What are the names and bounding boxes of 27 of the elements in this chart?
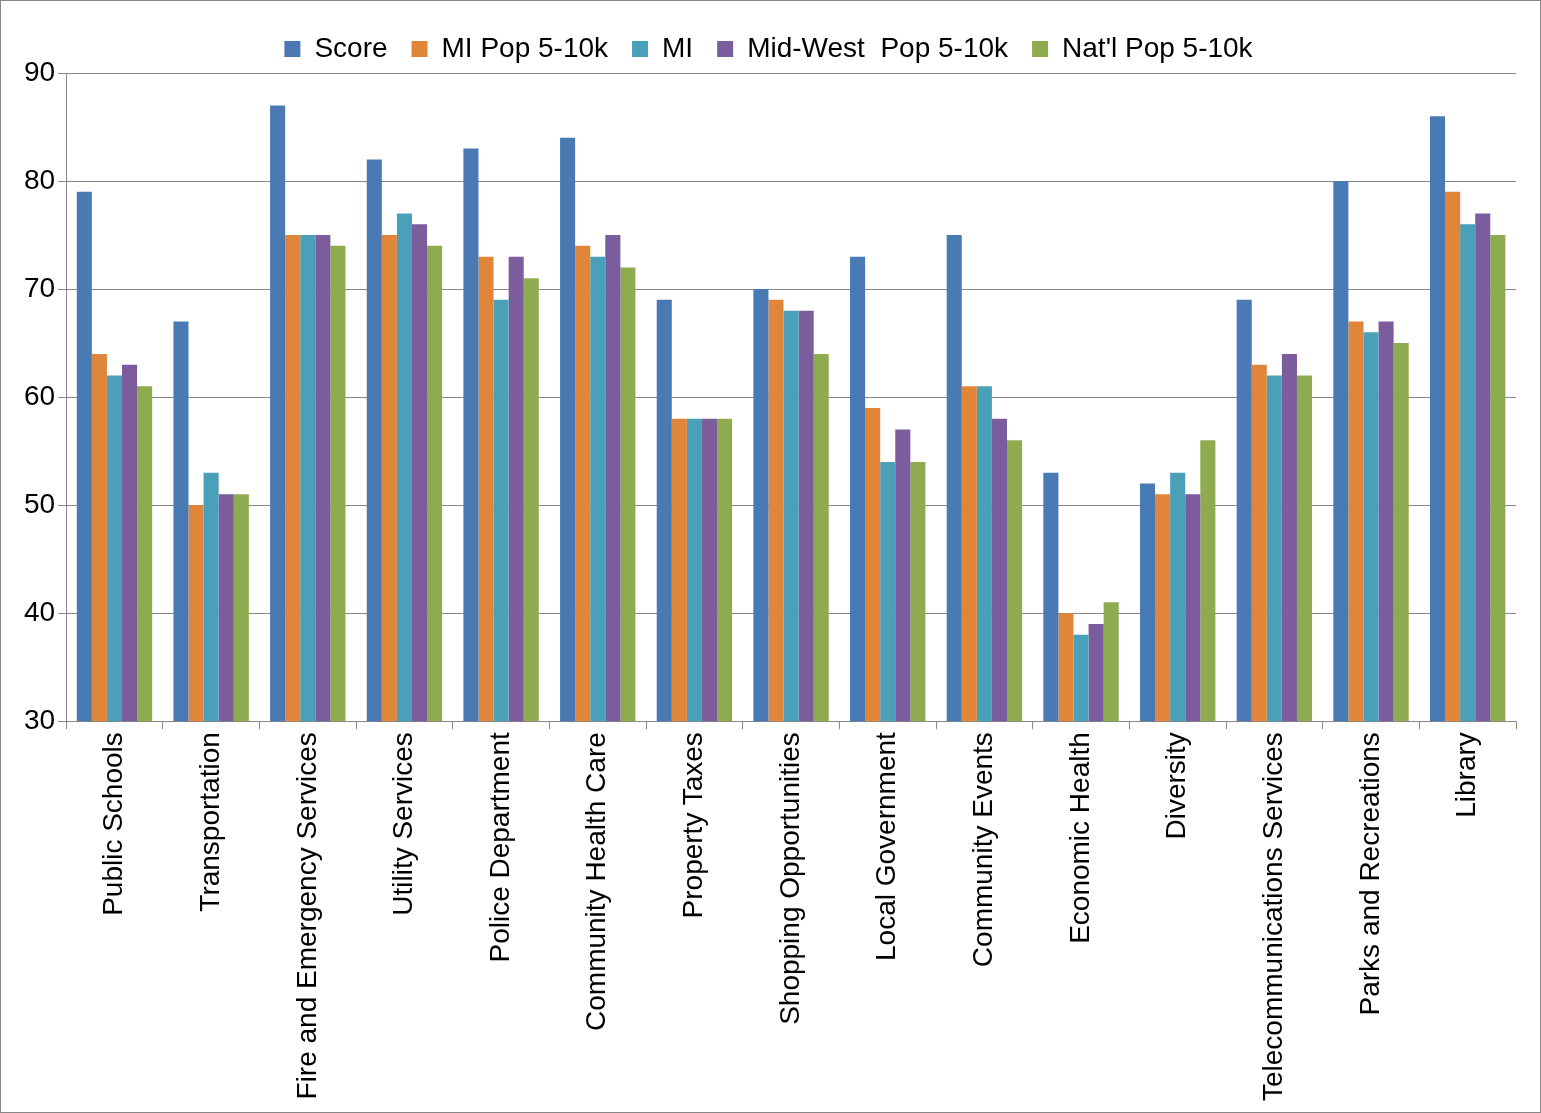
legend-label: MI [662,31,694,63]
legend-label: Mid-West Pop 5-10k [747,31,1010,63]
x-tick-label: Community Health Care [580,732,612,1031]
legend-label: Score [314,31,388,63]
x-tick-label: Property Taxes [677,732,709,919]
y-tick-label: 30 [23,703,56,735]
legend-label: Nat'l Pop 5-10k [1062,31,1254,63]
legend-label: MI Pop 5-10k [441,31,610,63]
x-tick-label: Parks and Recreations [1353,732,1385,1016]
y-tick-label: 50 [23,487,56,519]
x-tick-label: Diversity [1160,732,1192,840]
x-tick-label: Community Events [967,732,999,968]
y-tick-label: 80 [23,163,56,195]
x-tick-label: Utility Services [387,732,419,916]
x-tick-label: Library [1450,732,1482,818]
x-tick-label: Fire and Emergency Services [290,732,322,1100]
y-tick-label: 40 [23,595,56,627]
x-tick-label: Police Department [483,731,515,963]
x-tick-label: Economic Health [1063,732,1095,944]
x-tick-label: Telecommunications Services [1257,732,1289,1101]
x-tick-label: Transportation [193,732,225,912]
y-tick-label: 90 [23,55,56,87]
y-tick-label: 70 [23,271,56,303]
y-tick-label: 60 [23,379,56,411]
x-tick-label: Shopping Opportunities [773,732,805,1025]
x-tick-label: Public Schools [97,732,129,916]
x-tick-label: Local Government [870,731,902,961]
